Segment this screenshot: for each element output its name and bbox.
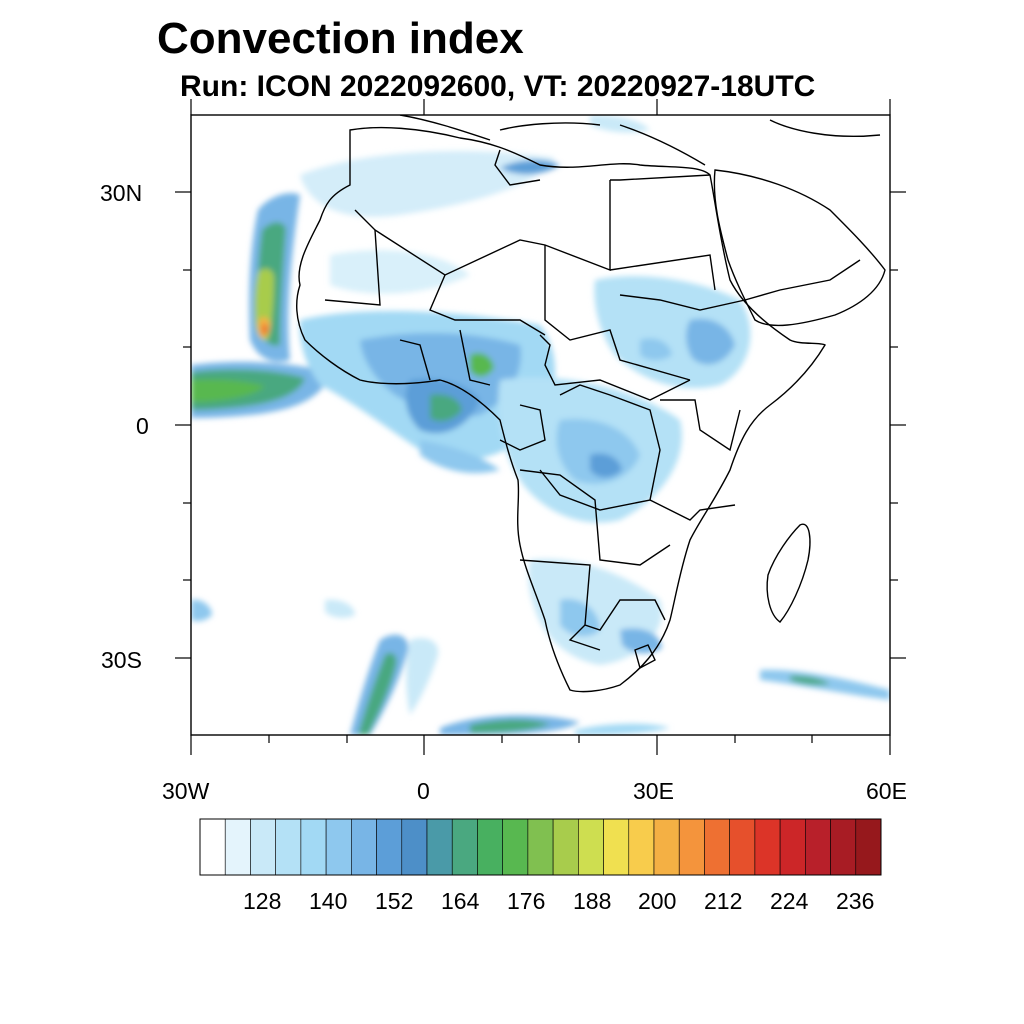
colorbar-tick-label: 200 bbox=[638, 888, 677, 914]
arabia bbox=[713, 169, 886, 327]
colorbar-swatch bbox=[376, 818, 403, 876]
lon-label-0: 0 bbox=[417, 778, 430, 804]
colorbar-tick-label: 236 bbox=[836, 888, 875, 914]
colorbar-swatch bbox=[477, 818, 503, 876]
colorbar-swatch bbox=[678, 818, 705, 876]
africa-coastline bbox=[296, 126, 826, 693]
colorbar-swatch bbox=[603, 818, 630, 876]
colorbar-swatch bbox=[325, 818, 352, 876]
colorbar-swatch bbox=[527, 818, 554, 876]
colorbar-swatch bbox=[704, 818, 730, 876]
colorbar-swatch bbox=[502, 818, 529, 876]
colorbar-swatch bbox=[351, 818, 377, 876]
map-panel bbox=[175, 99, 906, 755]
colorbar-swatch bbox=[855, 818, 882, 876]
colorbar-swatch bbox=[779, 818, 806, 876]
convection-field bbox=[191, 115, 890, 735]
colorbar-tick-label: 212 bbox=[704, 888, 743, 914]
colorbar bbox=[199, 818, 882, 876]
lat-label-30n: 30N bbox=[100, 180, 143, 206]
colorbar-swatch bbox=[552, 818, 579, 876]
colorbar-swatch bbox=[250, 818, 276, 876]
colorbar-frame bbox=[199, 818, 882, 876]
colorbar-tick-label: 224 bbox=[770, 888, 809, 914]
madagascar bbox=[766, 523, 811, 623]
colorbar-tick-label: 152 bbox=[375, 888, 414, 914]
colorbar-swatch bbox=[830, 818, 857, 876]
colorbar-swatch bbox=[729, 818, 756, 876]
colorbar-swatch bbox=[426, 818, 453, 876]
axis-ticks bbox=[175, 99, 906, 755]
colorbar-swatches bbox=[199, 818, 882, 876]
lon-label-30w: 30W bbox=[162, 778, 210, 804]
colorbar-tick-label: 164 bbox=[441, 888, 480, 914]
lon-label-60e: 60E bbox=[866, 778, 907, 804]
map-subtitle: Run: ICON 2022092600, VT: 20220927-18UTC bbox=[180, 70, 816, 103]
colorbar-tick-label: 128 bbox=[243, 888, 282, 914]
colorbar-swatch bbox=[275, 818, 302, 876]
map-title: Convection index bbox=[157, 14, 524, 63]
colorbar-swatch bbox=[199, 818, 226, 876]
lat-label-0: 0 bbox=[136, 413, 149, 439]
coastline-borders bbox=[296, 115, 886, 693]
colorbar-swatch bbox=[224, 818, 251, 876]
colorbar-swatch bbox=[754, 818, 781, 876]
colorbar-swatch bbox=[805, 818, 831, 876]
colorbar-swatch bbox=[401, 818, 428, 876]
colorbar-swatch bbox=[300, 818, 327, 876]
colorbar-tick-label: 176 bbox=[507, 888, 546, 914]
colorbar-swatch bbox=[628, 818, 655, 876]
colorbar-swatch bbox=[451, 818, 478, 876]
colorbar-tick-label: 140 bbox=[309, 888, 348, 914]
colorbar-swatch bbox=[653, 818, 680, 876]
lat-label-30s: 30S bbox=[101, 647, 142, 673]
colorbar-tick-label: 188 bbox=[573, 888, 612, 914]
colorbar-swatch bbox=[578, 818, 604, 876]
lon-label-30e: 30E bbox=[633, 778, 674, 804]
